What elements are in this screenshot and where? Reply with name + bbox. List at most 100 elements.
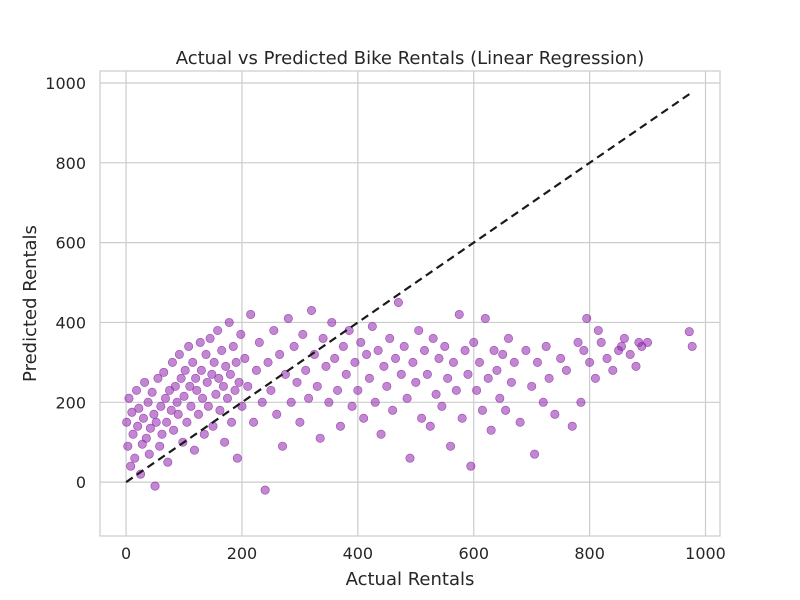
data-point — [234, 377, 244, 387]
data-point — [306, 305, 316, 315]
data-point — [149, 409, 159, 419]
data-point — [411, 377, 421, 387]
data-point — [530, 449, 540, 459]
data-point — [173, 409, 183, 419]
data-point — [376, 429, 386, 439]
data-point — [460, 345, 470, 355]
data-point — [408, 357, 418, 367]
data-point — [550, 409, 560, 419]
data-point — [182, 417, 192, 427]
data-point — [220, 437, 230, 447]
data-point — [538, 397, 548, 407]
data-point — [437, 401, 447, 411]
data-point — [205, 333, 215, 343]
data-point — [391, 353, 401, 363]
data-point — [132, 385, 142, 395]
data-point — [192, 385, 202, 395]
data-point — [483, 373, 493, 383]
data-point — [475, 357, 485, 367]
data-point — [213, 325, 223, 335]
data-point — [251, 365, 261, 375]
data-point — [489, 345, 499, 355]
data-point — [198, 393, 208, 403]
y-tick-label: 200 — [55, 393, 86, 412]
y-tick-label: 400 — [55, 313, 86, 332]
data-point — [451, 385, 461, 395]
data-point — [202, 377, 212, 387]
data-point — [333, 385, 343, 395]
data-point — [162, 417, 172, 427]
data-point — [321, 361, 331, 371]
data-point — [419, 345, 429, 355]
data-point — [521, 345, 531, 355]
data-point — [254, 337, 264, 347]
data-point — [163, 457, 173, 467]
data-point — [298, 329, 308, 339]
data-point — [356, 337, 366, 347]
data-point — [501, 405, 511, 415]
data-point — [147, 387, 157, 397]
x-tick-label: 600 — [458, 544, 489, 563]
reference-line — [125, 91, 693, 484]
data-point — [180, 365, 190, 375]
data-point — [446, 441, 456, 451]
data-point — [579, 345, 589, 355]
data-point — [174, 349, 184, 359]
data-point — [184, 341, 194, 351]
data-point — [582, 313, 592, 323]
data-point — [431, 389, 441, 399]
data-point — [155, 441, 165, 451]
data-point — [304, 393, 314, 403]
y-tick-label: 1000 — [45, 74, 86, 93]
data-point — [454, 309, 464, 319]
data-point — [176, 373, 186, 383]
data-point — [136, 469, 146, 479]
data-point — [186, 401, 196, 411]
data-point — [292, 377, 302, 387]
data-point — [166, 405, 176, 415]
data-point — [576, 397, 586, 407]
data-point — [338, 341, 348, 351]
data-point — [134, 403, 144, 413]
data-point — [199, 429, 209, 439]
data-point — [556, 353, 566, 363]
data-point — [140, 377, 150, 387]
data-point — [209, 357, 219, 367]
data-point — [203, 401, 213, 411]
data-point — [506, 377, 516, 387]
data-point — [295, 417, 305, 427]
data-point — [221, 361, 231, 371]
data-point — [443, 373, 453, 383]
data-point — [341, 369, 351, 379]
data-point — [170, 381, 180, 391]
data-point — [215, 405, 225, 415]
data-point — [227, 417, 237, 427]
data-point — [214, 373, 224, 383]
data-point — [616, 341, 626, 351]
data-point — [151, 417, 161, 427]
data-point — [249, 417, 259, 427]
x-tick-label: 200 — [227, 544, 258, 563]
data-point — [324, 397, 334, 407]
grid — [100, 71, 720, 536]
x-tick-labels: 0 200 400 600 800 1000 — [121, 544, 726, 563]
data-point — [327, 317, 337, 327]
data-point — [196, 365, 206, 375]
data-point — [225, 369, 235, 379]
data-point — [631, 361, 641, 371]
data-point — [608, 365, 618, 375]
data-point — [527, 381, 537, 391]
data-point — [211, 389, 221, 399]
data-point — [541, 341, 551, 351]
data-point — [172, 397, 182, 407]
data-point — [684, 327, 694, 337]
data-point — [532, 357, 542, 367]
data-point — [275, 349, 285, 359]
data-point — [130, 453, 140, 463]
data-point — [434, 353, 444, 363]
data-point — [228, 341, 238, 351]
data-point — [127, 407, 137, 417]
data-point — [425, 421, 435, 431]
data-point — [362, 349, 372, 359]
